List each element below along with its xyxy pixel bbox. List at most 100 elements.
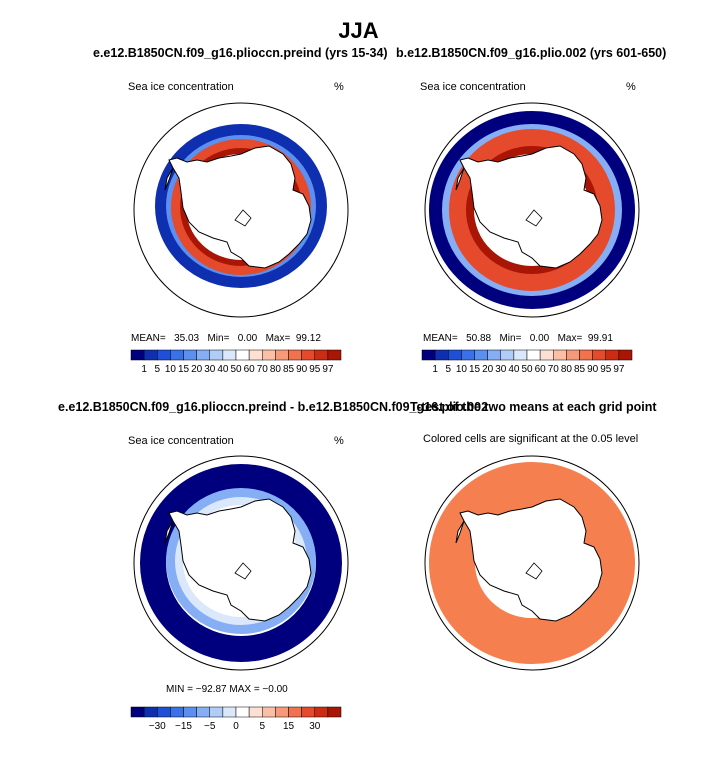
colorbar-cell xyxy=(157,349,171,361)
colorbar-cell xyxy=(592,349,606,361)
antarctica-coastline xyxy=(459,145,603,269)
colorbar-cell xyxy=(327,706,342,718)
colorbar-cell xyxy=(130,706,145,718)
ice-shelf-outline xyxy=(525,562,543,580)
colorbar-preind: 1 5 10 15 20 30 40 50 60 70 80 85 90 95 97 xyxy=(130,349,342,375)
colorbar-tick-label: −15 xyxy=(175,721,192,732)
colorbar-cell xyxy=(248,706,263,718)
colorbar-cell xyxy=(143,349,158,361)
polar-map-ttest xyxy=(424,455,640,671)
colorbar-tick-label: 15 xyxy=(469,364,481,375)
colorbar-cell xyxy=(222,706,237,718)
colorbar-plio: 1 5 10 15 20 30 40 50 60 70 80 85 90 95 97 xyxy=(421,349,633,375)
colorbar-tick-label: 1 xyxy=(432,364,438,375)
colorbar-cell xyxy=(539,349,554,361)
ice-shelf-outline xyxy=(234,562,252,580)
colorbar-cell xyxy=(301,706,315,718)
significant-cells xyxy=(429,462,635,664)
stats-plio: MEAN= 50.88 Min= 0.00 Max= 99.91 xyxy=(423,333,613,344)
colorbar-cell xyxy=(183,706,197,718)
panel-title-ttest: T-test of the two means at each grid poi… xyxy=(410,400,657,414)
ice-band-outer xyxy=(429,111,635,309)
colorbar-cell xyxy=(513,349,528,361)
colorbar-cell xyxy=(275,349,289,361)
colorbar-tick-label: 95 xyxy=(600,364,612,375)
colorbar-tick-label: −5 xyxy=(204,721,216,732)
colorbar-tick-label: 90 xyxy=(296,364,308,375)
colorbar-cell xyxy=(500,349,515,361)
polar-map-preind xyxy=(133,102,349,318)
colorbar-cell xyxy=(618,349,633,361)
panel-units-preind: % xyxy=(334,81,344,93)
panel-label-diff: Sea ice concentration xyxy=(128,435,234,447)
colorbar-tick-label: 20 xyxy=(482,364,494,375)
colorbar-cell xyxy=(288,349,302,361)
ice-band-edge xyxy=(442,124,622,296)
colorbar-cell xyxy=(157,706,171,718)
colorbar-cell xyxy=(130,349,145,361)
colorbar-cell xyxy=(448,349,462,361)
colorbar-cell xyxy=(235,706,250,718)
colorbar-cell xyxy=(526,349,541,361)
colorbar-cell xyxy=(183,349,197,361)
colorbar-cell xyxy=(275,706,289,718)
colorbar-tick-label: 97 xyxy=(613,364,625,375)
ice-shelf-outline xyxy=(234,209,252,227)
ice-band-core xyxy=(449,129,615,291)
colorbar-tick-label: 90 xyxy=(587,364,599,375)
colorbar-cell xyxy=(327,349,342,361)
colorbar-cell xyxy=(474,349,488,361)
colorbar-tick-label: 50 xyxy=(230,364,242,375)
colorbar-tick-label: 60 xyxy=(535,364,547,375)
panel-note-ttest: Colored cells are significant at the 0.0… xyxy=(423,433,639,445)
colorbar-cell xyxy=(209,706,224,718)
difference-band-moderate xyxy=(166,488,316,634)
colorbar-cell xyxy=(461,349,475,361)
colorbar-cell xyxy=(566,349,580,361)
colorbar-tick-label: 40 xyxy=(508,364,520,375)
colorbar-cell xyxy=(262,349,276,361)
panel-title-preind: e.e12.B1850CN.f09_g16.plioccn.preind (yr… xyxy=(93,46,388,60)
colorbar-tick-label: 70 xyxy=(257,364,269,375)
colorbar-tick-label: 40 xyxy=(217,364,229,375)
antarctic-peninsula xyxy=(164,167,174,191)
colorbar-cell xyxy=(170,706,184,718)
ice-shelf-outline xyxy=(525,209,543,227)
panel-title-diff: e.e12.B1850CN.f09_g16.plioccn.preind - b… xyxy=(58,400,489,414)
colorbar-tick-label: 97 xyxy=(322,364,334,375)
colorbar-cell xyxy=(143,706,158,718)
panel-units-diff: % xyxy=(334,435,344,447)
colorbar-cell xyxy=(487,349,501,361)
colorbar-tick-label: 30 xyxy=(204,364,216,375)
antarctica-coastline xyxy=(459,498,603,622)
polar-map-plio xyxy=(424,102,640,318)
colorbar-tick-label: 30 xyxy=(309,721,321,732)
colorbar-tick-label: 50 xyxy=(521,364,533,375)
colorbar-tick-label: −30 xyxy=(149,721,166,732)
page-title: JJA xyxy=(338,18,379,43)
colorbar-tick-label: 60 xyxy=(244,364,256,375)
colorbar-cell xyxy=(222,349,237,361)
colorbar-tick-label: 85 xyxy=(574,364,586,375)
colorbar-tick-label: 70 xyxy=(548,364,560,375)
colorbar-tick-label: 5 xyxy=(154,364,160,375)
colorbar-cell xyxy=(248,349,263,361)
colorbar-cell xyxy=(301,349,315,361)
colorbar-tick-label: 20 xyxy=(191,364,203,375)
panel-label-preind: Sea ice concentration xyxy=(128,81,234,93)
colorbar-tick-label: 5 xyxy=(445,364,451,375)
colorbar-cell xyxy=(209,349,224,361)
stats-diff: MIN = −92.87 MAX = −0.00 xyxy=(166,684,288,695)
colorbar-tick-label: 1 xyxy=(141,364,147,375)
colorbar-cell xyxy=(314,349,329,361)
colorbar-cell xyxy=(434,349,449,361)
colorbar-cell xyxy=(579,349,593,361)
colorbar-cell xyxy=(196,706,210,718)
antarctic-peninsula xyxy=(455,167,465,191)
colorbar-tick-label: 10 xyxy=(456,364,468,375)
colorbar-tick-label: 0 xyxy=(233,721,239,732)
colorbar-diff: −30 −15 −5 0 5 15 30 xyxy=(130,706,342,732)
colorbar-tick-label: 30 xyxy=(495,364,507,375)
antarctica-coastline xyxy=(168,145,312,269)
colorbar-cell xyxy=(262,706,276,718)
